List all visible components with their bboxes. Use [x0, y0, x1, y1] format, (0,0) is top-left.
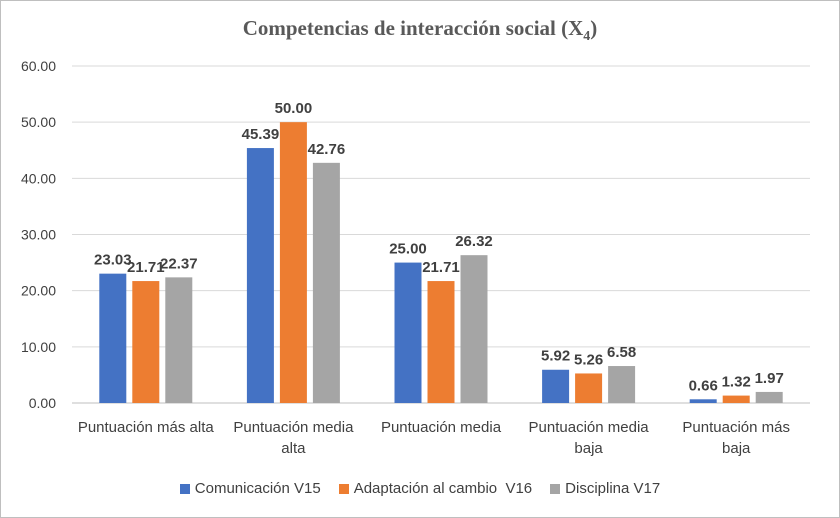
bar	[246, 148, 274, 403]
bar	[608, 366, 636, 403]
bar	[575, 373, 603, 403]
y-tick-label: 40.00	[21, 170, 56, 186]
legend-item: Adaptación al cambio V16	[338, 480, 533, 497]
bar	[460, 255, 488, 403]
data-label: 26.32	[455, 233, 493, 250]
data-label: 6.58	[607, 344, 636, 361]
bar	[132, 281, 160, 403]
y-tick-label: 30.00	[21, 227, 56, 243]
bar	[427, 281, 455, 403]
chart-title-text: Competencias de interacción social (X	[242, 16, 584, 40]
y-tick-label: 10.00	[21, 339, 56, 355]
y-tick-label: 0.00	[29, 395, 56, 411]
data-label: 23.03	[94, 252, 132, 269]
legend-swatch	[338, 483, 349, 494]
legend-item: Disciplina V17	[550, 480, 660, 497]
bar	[722, 395, 750, 403]
y-tick-label: 60.00	[21, 58, 56, 74]
bar	[165, 277, 193, 403]
y-tick-label: 50.00	[21, 114, 56, 130]
bar	[312, 162, 340, 403]
data-label: 25.00	[389, 241, 427, 258]
legend: Comunicación V15 Adaptación al cambio V16…	[0, 480, 840, 497]
legend-item: Comunicación V15	[179, 480, 321, 497]
legend-label: Disciplina V17	[565, 480, 661, 497]
category-label: Puntuación media alta	[233, 419, 354, 457]
legend-swatch	[179, 483, 190, 494]
data-label: 0.66	[689, 377, 718, 394]
bar	[542, 369, 570, 403]
y-tick-label: 20.00	[21, 283, 56, 299]
data-label: 21.71	[127, 259, 165, 276]
data-label: 21.71	[422, 259, 460, 276]
data-label: 45.39	[242, 126, 280, 143]
bar	[394, 262, 422, 403]
data-label: 22.37	[160, 255, 198, 272]
data-label: 50.00	[275, 100, 313, 117]
legend-label: Adaptación al cambio V16	[353, 480, 533, 497]
chart-title-subscript: 4	[583, 29, 591, 45]
data-label: 5.26	[574, 351, 603, 368]
bar	[755, 391, 783, 403]
category-label: Puntuación media	[381, 419, 502, 436]
legend-swatch	[550, 483, 561, 494]
legend-label: Comunicación V15	[194, 480, 321, 497]
category-label: Puntuación más baja	[682, 419, 790, 457]
chart-title-close: )	[590, 16, 598, 40]
category-label: Puntuación más alta	[78, 419, 215, 436]
data-label: 1.97	[755, 370, 784, 387]
chart-title: Competencias de interacción social (X4)	[0, 16, 840, 45]
data-label: 5.92	[541, 348, 570, 365]
bar	[279, 122, 307, 404]
data-label: 1.32	[722, 374, 751, 391]
bar	[99, 273, 127, 403]
bar	[689, 399, 717, 403]
data-label: 42.76	[308, 141, 346, 158]
category-label: Puntuación media baja	[529, 419, 650, 457]
